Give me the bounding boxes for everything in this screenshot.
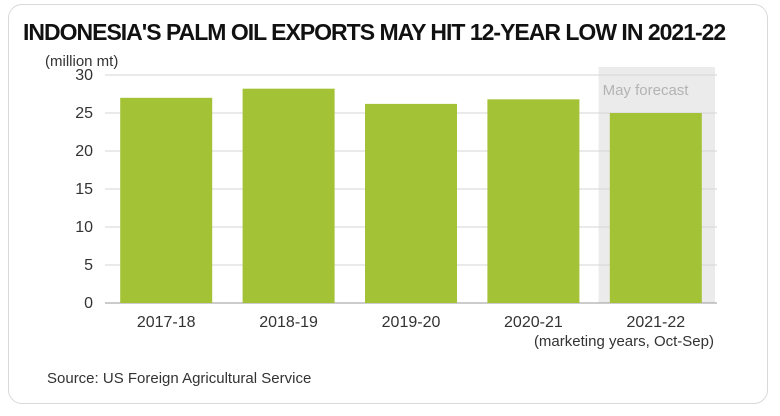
y-tick-label: 5	[84, 257, 93, 274]
bar-chart: May forecast (million mt) 0 5 10 15 20 25 30 2…	[45, 53, 717, 350]
y-tick-label: 30	[75, 67, 93, 84]
x-tick-label-2019-20: 2019-20	[382, 314, 441, 331]
y-tick-label: 15	[75, 181, 93, 198]
bar-2018-19	[242, 88, 335, 304]
source-note: Source: US Foreign Agricultural Service	[47, 370, 312, 387]
bar-2021-22	[609, 113, 702, 303]
x-axis-label: (marketing years, Oct-Sep)	[534, 333, 714, 350]
y-tick-label: 0	[84, 295, 93, 312]
x-tick-labels: 2017-18 2018-19 2019-20 2020-21 2021-22	[137, 314, 685, 331]
x-tick-label-2018-19: 2018-19	[259, 314, 318, 331]
forecast-annotation: May forecast	[603, 82, 690, 99]
chart-card: INDONESIA'S PALM OIL EXPORTS MAY HIT 12-…	[8, 4, 768, 404]
bars	[120, 88, 702, 304]
bar-2020-21	[487, 99, 580, 303]
x-tick-label-2020-21: 2020-21	[504, 314, 563, 331]
chart-title: INDONESIA'S PALM OIL EXPORTS MAY HIT 12-…	[23, 19, 726, 45]
y-tick-label: 10	[75, 219, 93, 236]
y-unit-label: (million mt)	[45, 53, 118, 70]
bar-2017-18	[120, 97, 213, 303]
y-tick-label: 20	[75, 143, 93, 160]
x-tick-label-2021-22: 2021-22	[626, 314, 685, 331]
x-tick-label-2017-18: 2017-18	[137, 314, 196, 331]
bar-2019-20	[365, 103, 457, 303]
y-tick-label: 25	[75, 105, 93, 122]
y-tick-labels: 0 5 10 15 20 25 30	[75, 67, 93, 312]
